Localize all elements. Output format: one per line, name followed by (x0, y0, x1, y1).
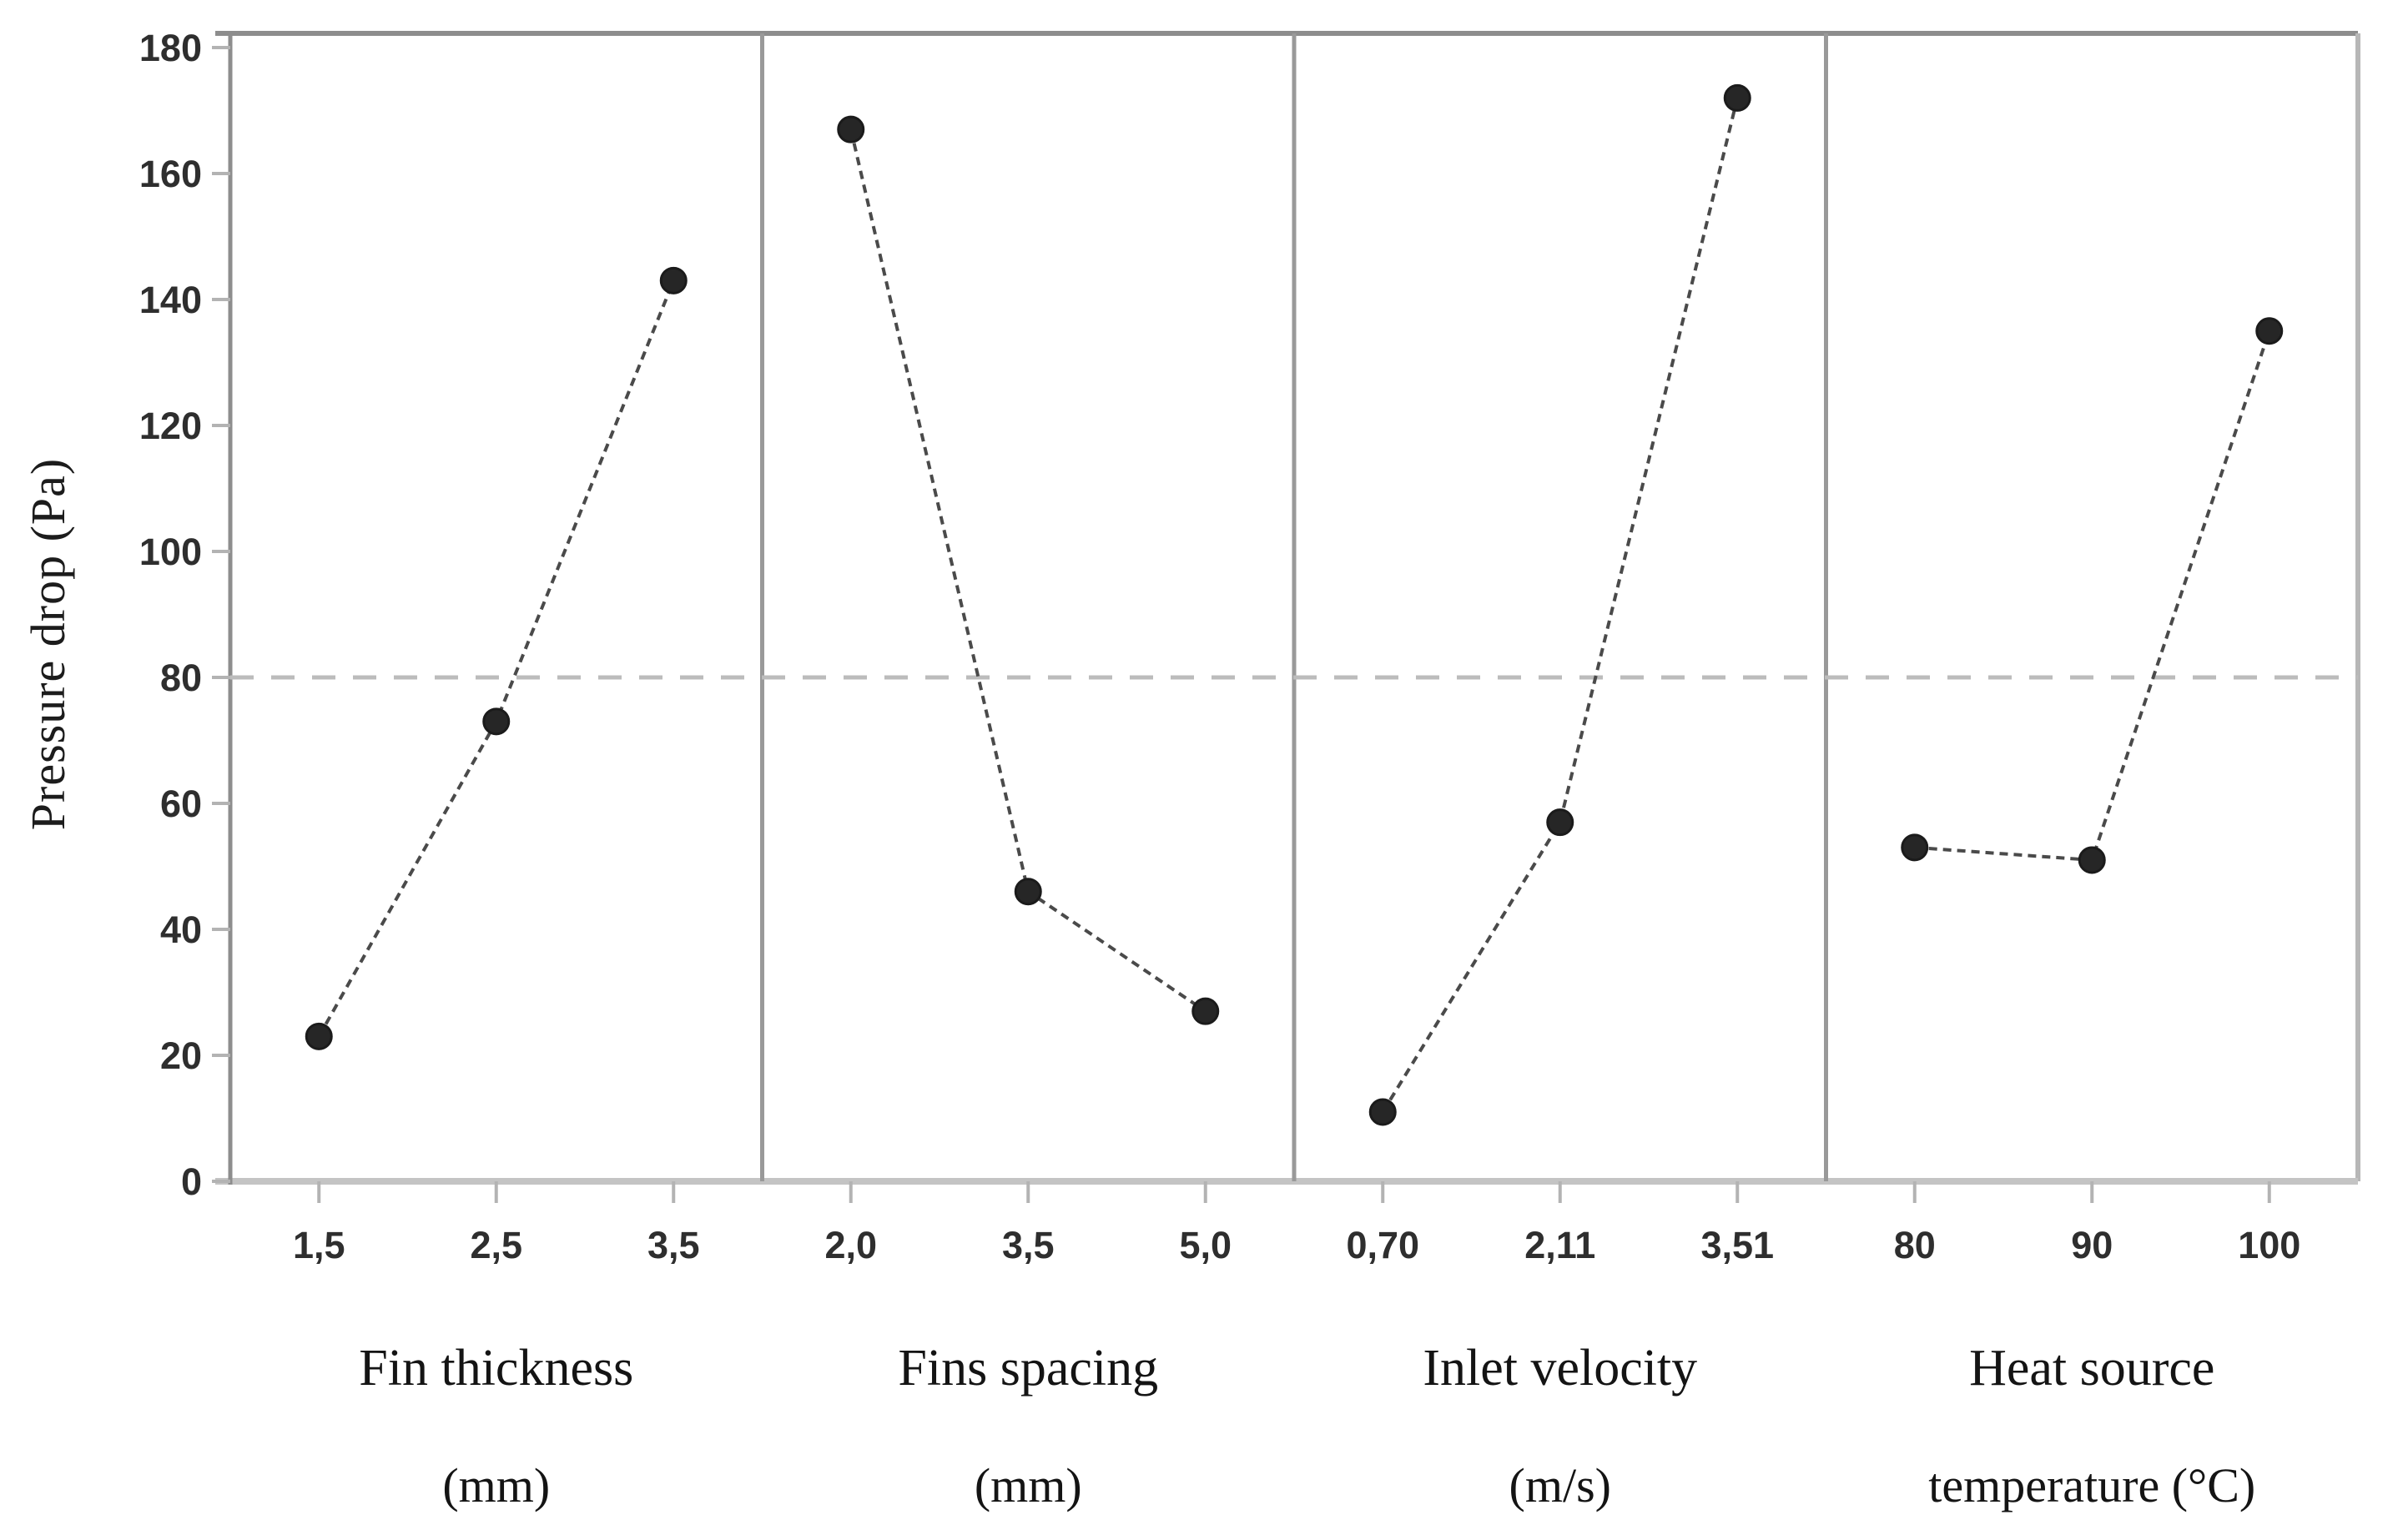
data-point (482, 707, 511, 736)
y-axis-title: Pressure drop (Pa) (21, 457, 75, 831)
factor-unit-label: (mm) (442, 1458, 550, 1512)
data-point (1901, 833, 1929, 862)
factor-unit-label: temperature (°C) (1928, 1458, 2255, 1512)
x-tick-label: 2,11 (1524, 1224, 1595, 1266)
factor-label: Fins spacing (898, 1340, 1158, 1397)
x-tick-label: 80 (1894, 1224, 1936, 1266)
data-point (1191, 997, 1220, 1025)
x-tick-label: 1,5 (293, 1224, 345, 1266)
factor-label: Heat source (1969, 1340, 2214, 1397)
x-tick-label: 3,51 (1700, 1224, 1774, 1266)
factor-unit-label: (m/s) (1509, 1458, 1611, 1512)
x-tick-label: 2,5 (470, 1224, 522, 1266)
x-tick-label: 0,70 (1346, 1224, 1419, 1266)
x-tick-label: 2,0 (824, 1224, 877, 1266)
data-point (837, 115, 865, 143)
y-tick-label: 0 (181, 1160, 202, 1203)
y-tick-label: 100 (139, 531, 202, 573)
factor-unit-label: (mm) (975, 1458, 1082, 1512)
y-tick-label: 80 (160, 657, 202, 699)
data-point (1546, 808, 1574, 837)
data-point (1723, 83, 1751, 112)
x-tick-label: 3,5 (1002, 1224, 1055, 1266)
y-tick-label: 180 (139, 27, 202, 69)
y-tick-label: 160 (139, 153, 202, 195)
x-tick-label: 5,0 (1179, 1224, 1232, 1266)
y-tick-label: 20 (160, 1034, 202, 1077)
y-tick-label: 140 (139, 279, 202, 321)
series-line (1914, 330, 2271, 863)
series-line (1381, 97, 1740, 1113)
x-tick-label: 90 (2071, 1224, 2113, 1266)
data-point (659, 266, 688, 294)
y-tick-label: 40 (160, 908, 202, 951)
data-point (2078, 846, 2106, 874)
x-tick-label: 3,5 (647, 1224, 700, 1266)
x-tick-label: 100 (2238, 1224, 2300, 1266)
y-tick-label: 120 (139, 405, 202, 447)
data-point (305, 1022, 333, 1050)
data-point (2255, 317, 2284, 345)
data-point (1368, 1098, 1397, 1126)
y-tick-label: 60 (160, 783, 202, 825)
factor-label: Inlet velocity (1423, 1340, 1697, 1397)
series-line (317, 279, 676, 1038)
data-point (1014, 878, 1042, 906)
factor-label: Fin thickness (359, 1340, 633, 1397)
